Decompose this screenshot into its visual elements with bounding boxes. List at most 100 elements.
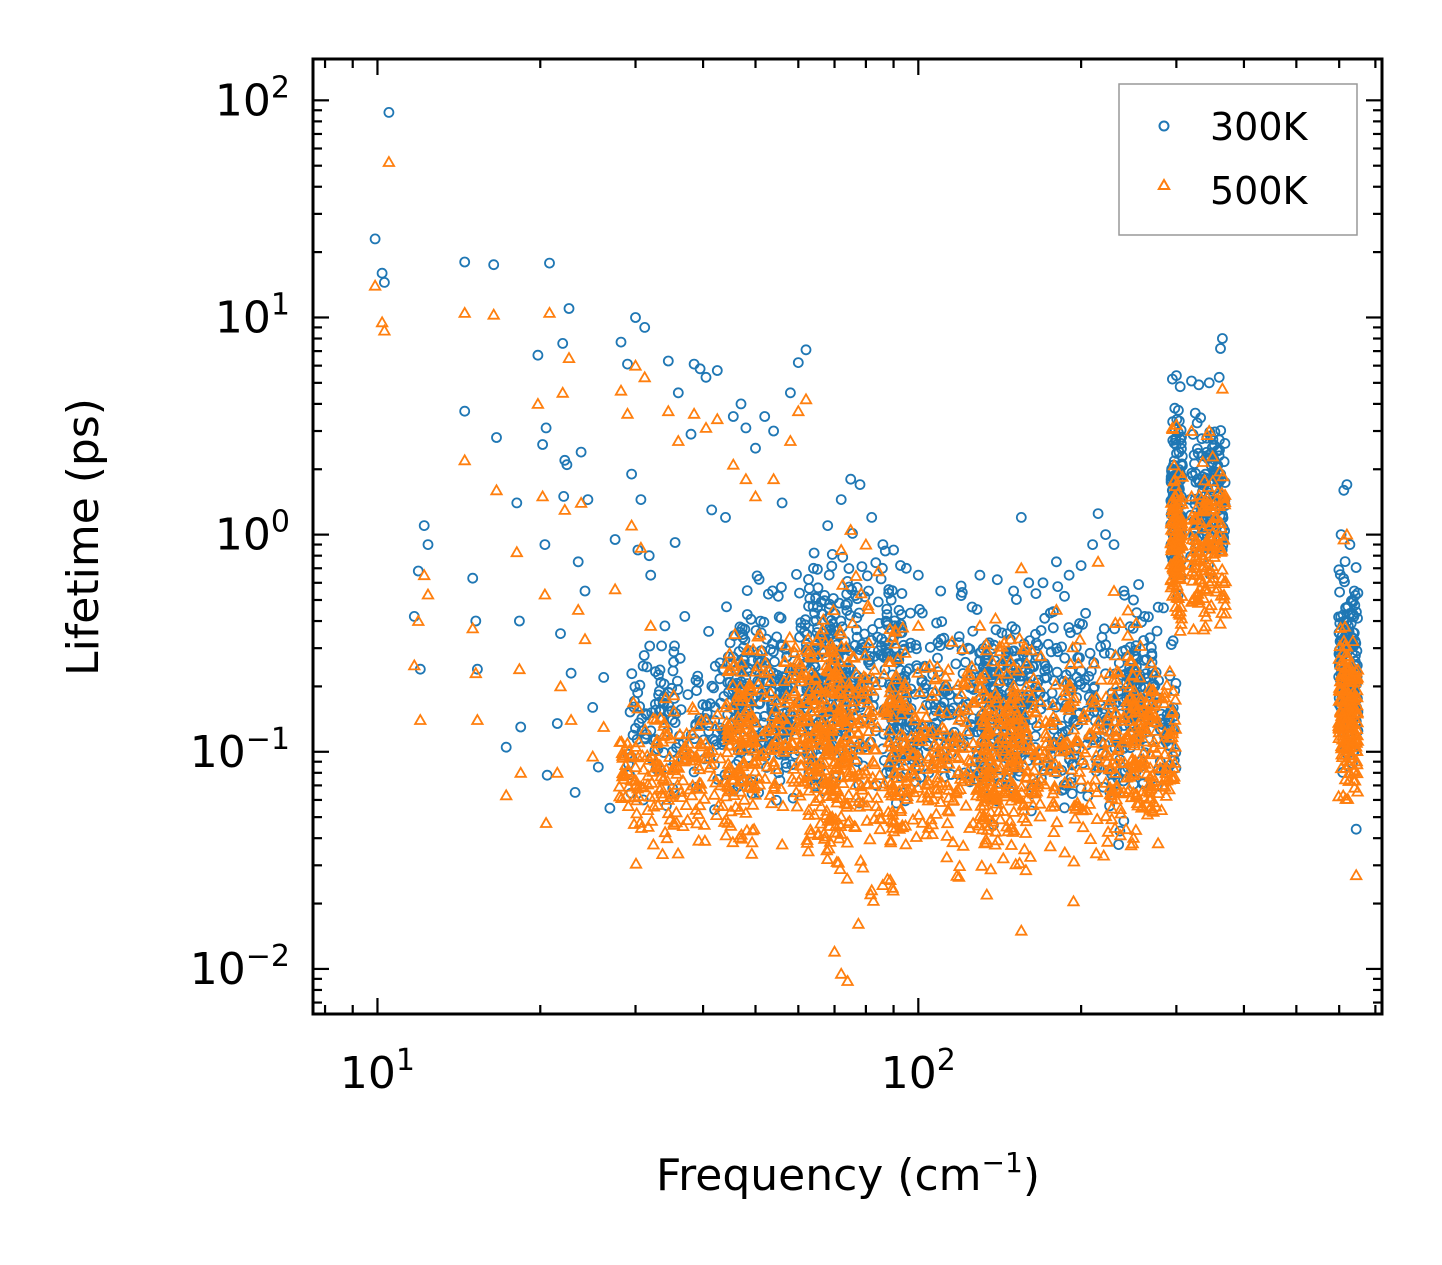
marker-500k [1033, 695, 1048, 707]
marker-500k [977, 742, 991, 755]
marker-300k [1100, 529, 1111, 540]
marker-500k [638, 722, 652, 735]
marker-500k [1154, 803, 1169, 815]
marker-500k [911, 619, 926, 631]
legend-label-500k: 500K [1210, 169, 1309, 213]
marker-500k [896, 783, 911, 796]
marker-500k [889, 668, 903, 681]
marker-500k [1031, 680, 1045, 692]
marker-300k [1059, 802, 1070, 814]
marker-500k [940, 850, 954, 863]
marker-500k [834, 827, 848, 839]
marker-500k [887, 765, 901, 778]
marker-500k [421, 587, 435, 600]
marker-300k [558, 490, 570, 502]
marker-300k [711, 365, 723, 376]
marker-500k [1215, 562, 1229, 575]
marker-500k [795, 723, 810, 735]
marker-500k [1197, 473, 1212, 486]
marker-300k [706, 680, 718, 692]
marker-500k [1169, 587, 1183, 599]
marker-500k [632, 735, 646, 748]
marker-500k [886, 781, 900, 794]
marker-500k [742, 774, 757, 786]
marker-500k [1172, 558, 1186, 571]
marker-500k [841, 765, 856, 777]
marker-500k [1044, 799, 1058, 812]
marker-500k [779, 638, 793, 651]
marker-300k [1030, 588, 1042, 599]
marker-500k [615, 766, 630, 779]
marker-500k [1218, 497, 1232, 510]
marker-500k [986, 783, 1001, 795]
marker-500k [1108, 616, 1123, 628]
marker-500k [1114, 786, 1128, 799]
marker-500k [1199, 609, 1213, 622]
marker-500k [1003, 632, 1018, 645]
marker-500k [1011, 663, 1026, 676]
marker-300k [1195, 412, 1206, 424]
marker-500k [912, 685, 927, 697]
marker-500k [1007, 805, 1021, 817]
marker-300k [773, 611, 785, 623]
marker-500k [911, 748, 925, 761]
marker-500k [788, 684, 802, 697]
marker-500k [1049, 603, 1064, 615]
marker-300k [544, 257, 555, 269]
marker-500k [1043, 738, 1058, 751]
marker-300k [587, 702, 599, 713]
marker-500k [1058, 688, 1073, 701]
marker-500k [615, 749, 630, 761]
marker-500k [1110, 664, 1124, 677]
marker-500k [801, 844, 816, 857]
marker-300k [1092, 508, 1104, 519]
marker-500k [873, 822, 887, 835]
marker-500k [883, 833, 898, 846]
marker-500k [915, 734, 930, 747]
marker-500k [884, 680, 898, 693]
marker-300k [491, 432, 502, 443]
plot-frame [311, 57, 1384, 1016]
marker-500k [1206, 535, 1221, 548]
marker-300k [656, 640, 667, 652]
marker-500k [726, 835, 740, 848]
marker-500k [1171, 466, 1186, 479]
marker-300k [1128, 594, 1139, 606]
marker-500k [1119, 822, 1133, 835]
marker-500k [781, 692, 796, 704]
marker-500k [925, 827, 940, 839]
marker-500k [793, 788, 807, 801]
marker-300k [1174, 381, 1186, 393]
marker-500k [649, 736, 664, 748]
marker-300k [685, 428, 697, 440]
marker-500k [896, 620, 910, 633]
marker-500k [738, 731, 753, 743]
marker-500k [676, 773, 690, 786]
marker-500k [796, 732, 811, 745]
marker-500k [841, 788, 856, 800]
marker-300k [1042, 638, 1054, 650]
marker-300k [1010, 623, 1021, 635]
marker-500k [883, 685, 897, 698]
marker-500k [1026, 671, 1041, 684]
marker-500k [1018, 826, 1033, 838]
marker-500k [748, 489, 763, 502]
marker-300k [883, 584, 895, 595]
marker-500k [940, 706, 954, 719]
marker-300k [622, 358, 633, 370]
marker-500k [811, 732, 825, 744]
marker-500k [1109, 672, 1123, 685]
marker-500k [1167, 555, 1182, 567]
marker-500k [993, 812, 1007, 825]
marker-500k [789, 668, 804, 680]
marker-500k [865, 703, 880, 716]
marker-300k [835, 494, 847, 506]
marker-500k [1108, 821, 1122, 833]
marker-500k [1350, 784, 1365, 797]
marker-500k [758, 690, 773, 702]
marker-500k [953, 782, 968, 794]
marker-500k [721, 765, 736, 777]
marker-500k [1011, 712, 1026, 725]
marker-500k [799, 392, 813, 405]
marker-500k [1058, 775, 1072, 788]
